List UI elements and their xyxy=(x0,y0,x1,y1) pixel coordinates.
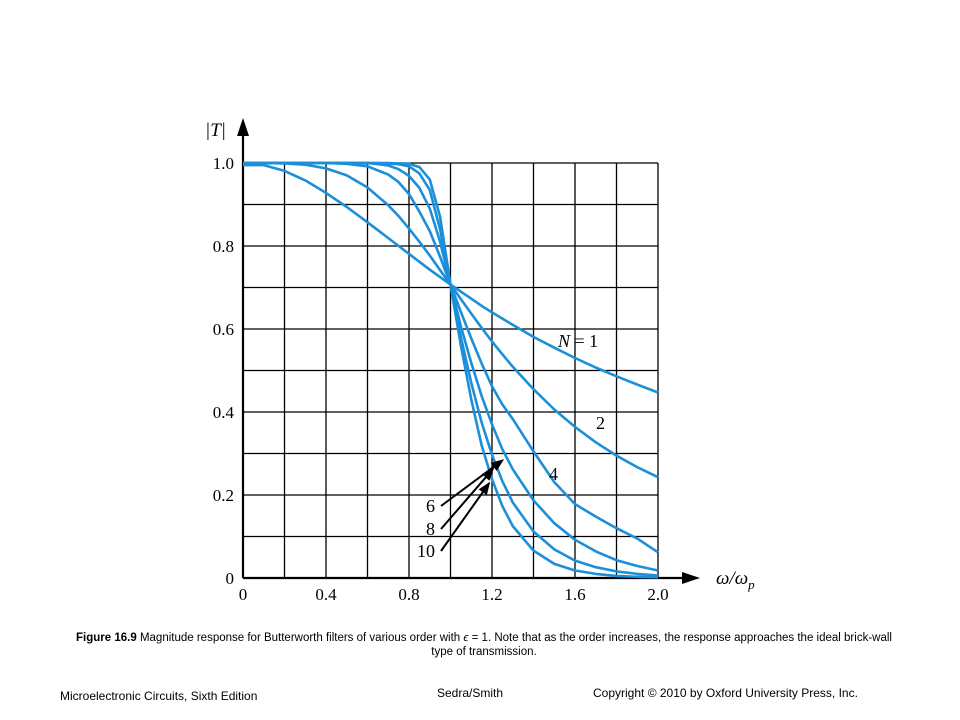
caption-text-1: Magnitude response for Butterworth filte… xyxy=(136,632,464,644)
y-tick-label: 0.4 xyxy=(213,403,235,422)
curve-label-n-6: 6 xyxy=(426,496,435,516)
pointer-arrow-line xyxy=(440,488,486,552)
x-tick-label: 1.6 xyxy=(564,585,585,604)
y-tick-label: 0.6 xyxy=(213,320,234,339)
curve-label-n-10: 10 xyxy=(417,541,435,561)
curve-label-n-2: 2 xyxy=(596,413,605,433)
caption-text-2: = 1. Note that as the order increases, t… xyxy=(431,632,892,658)
butterworth-chart: |T| ω/ωp 0 0.4 0.8 1.2 1.6 2.0 0 0.2 0.4 0.6 0.8 1.0… xyxy=(205,118,755,604)
y-axis-arrow xyxy=(237,118,249,136)
curves xyxy=(243,161,659,579)
pointer-arrow-head xyxy=(490,459,505,471)
figure-caption: Figure 16.9 Magnitude response for Butte… xyxy=(64,631,904,659)
x-tick-label: 2.0 xyxy=(647,585,668,604)
x-tick-label: 0 xyxy=(239,585,248,604)
tick-labels: 0 0.4 0.8 1.2 1.6 2.0 0 0.2 0.4 0.6 0.8 1.0 xyxy=(213,154,669,604)
curve-label-n-1: N = 1 xyxy=(557,331,598,351)
pointer-arrow-head xyxy=(481,467,495,481)
y-tick-label: 0.8 xyxy=(213,237,234,256)
x-tick-label: 0.8 xyxy=(398,585,419,604)
y-tick-label: 1.0 xyxy=(213,154,234,173)
x-axis-arrow xyxy=(682,572,700,584)
x-axis-title: ω/ωp xyxy=(716,568,755,592)
footer-book: Microelectronic Circuits, Sixth Edition xyxy=(60,689,258,703)
curve-label-n-8: 8 xyxy=(426,519,435,539)
footer-authors: Sedra/Smith xyxy=(437,686,504,700)
axes: |T| ω/ωp xyxy=(205,118,755,592)
y-axis-title: |T| xyxy=(205,120,226,141)
curve-label-n-4: 4 xyxy=(549,464,558,484)
x-tick-label: 1.2 xyxy=(481,585,502,604)
figure-number: Figure 16.9 xyxy=(76,632,137,644)
curve-n-10 xyxy=(243,161,659,579)
x-tick-label: 0.4 xyxy=(315,585,337,604)
footer-copyright: Copyright © 2010 by Oxford University Pr… xyxy=(593,686,858,700)
y-tick-label: 0 xyxy=(226,569,235,588)
caption-epsilon: ϵ xyxy=(463,632,469,644)
pointer-arrow-line xyxy=(440,473,490,530)
pointer-arrow-head xyxy=(478,481,491,496)
y-tick-label: 0.2 xyxy=(213,486,234,505)
curve-labels: N = 1 2 4 6 810 xyxy=(417,331,605,561)
